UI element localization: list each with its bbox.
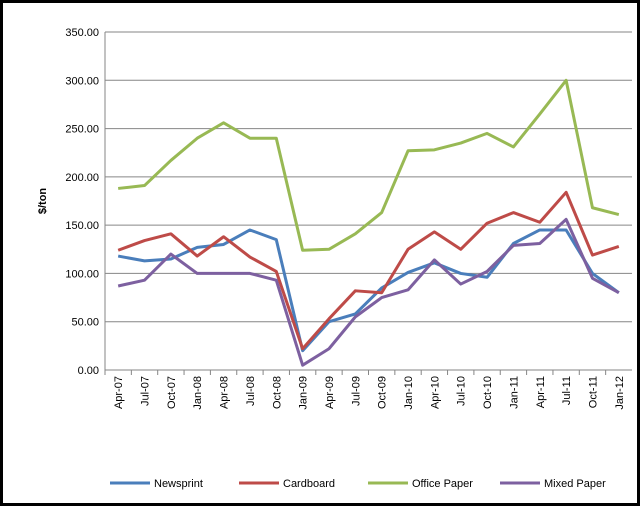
legend-label: Mixed Paper bbox=[544, 478, 606, 490]
x-tick-label: Apr-08 bbox=[219, 376, 231, 409]
x-tick-label: Oct-09 bbox=[377, 376, 389, 409]
x-tick-label: Jan-08 bbox=[192, 376, 204, 410]
x-tick-label: Apr-10 bbox=[429, 376, 441, 409]
y-tick-label: 100.00 bbox=[65, 268, 99, 280]
y-tick-label: 350.00 bbox=[65, 27, 99, 39]
x-tick-label: Jan-09 bbox=[298, 376, 310, 410]
series-line bbox=[117, 228, 620, 353]
x-tick-label: Oct-08 bbox=[271, 376, 283, 409]
x-tick-label: Jan-12 bbox=[614, 376, 626, 410]
y-tick-label: 50.00 bbox=[71, 317, 99, 329]
x-tick-label: Apr-07 bbox=[113, 376, 125, 409]
x-tick-label: Jan-10 bbox=[403, 376, 415, 410]
x-tick-label: Jan-11 bbox=[508, 376, 520, 409]
legend-label: Cardboard bbox=[283, 478, 335, 490]
x-tick-label: Apr-11 bbox=[535, 376, 547, 408]
y-tick-label: 150.00 bbox=[65, 220, 99, 232]
legend-label: Newsprint bbox=[154, 478, 203, 490]
series-line bbox=[118, 78, 620, 252]
x-tick-label: Oct-11 bbox=[587, 376, 599, 408]
legend-label: Office Paper bbox=[412, 478, 473, 490]
y-tick-label: 300.00 bbox=[65, 75, 99, 87]
x-tick-label: Jul-09 bbox=[350, 376, 362, 406]
x-tick-label: Jul-11 bbox=[561, 376, 573, 405]
x-tick-label: Oct-10 bbox=[482, 376, 494, 409]
series-line bbox=[117, 217, 620, 367]
y-tick-label: 250.00 bbox=[65, 124, 99, 136]
x-tick-label: Jul-07 bbox=[140, 376, 152, 406]
series-line bbox=[117, 190, 620, 351]
y-tick-label: 0.00 bbox=[78, 365, 99, 377]
x-tick-label: Apr-09 bbox=[324, 376, 336, 409]
x-tick-label: Oct-07 bbox=[166, 376, 178, 409]
x-tick-label: Jul-08 bbox=[245, 376, 257, 406]
x-tick-label: Jul-10 bbox=[456, 376, 468, 406]
y-axis-title: $/ton bbox=[37, 188, 49, 215]
y-tick-label: 200.00 bbox=[65, 172, 99, 184]
